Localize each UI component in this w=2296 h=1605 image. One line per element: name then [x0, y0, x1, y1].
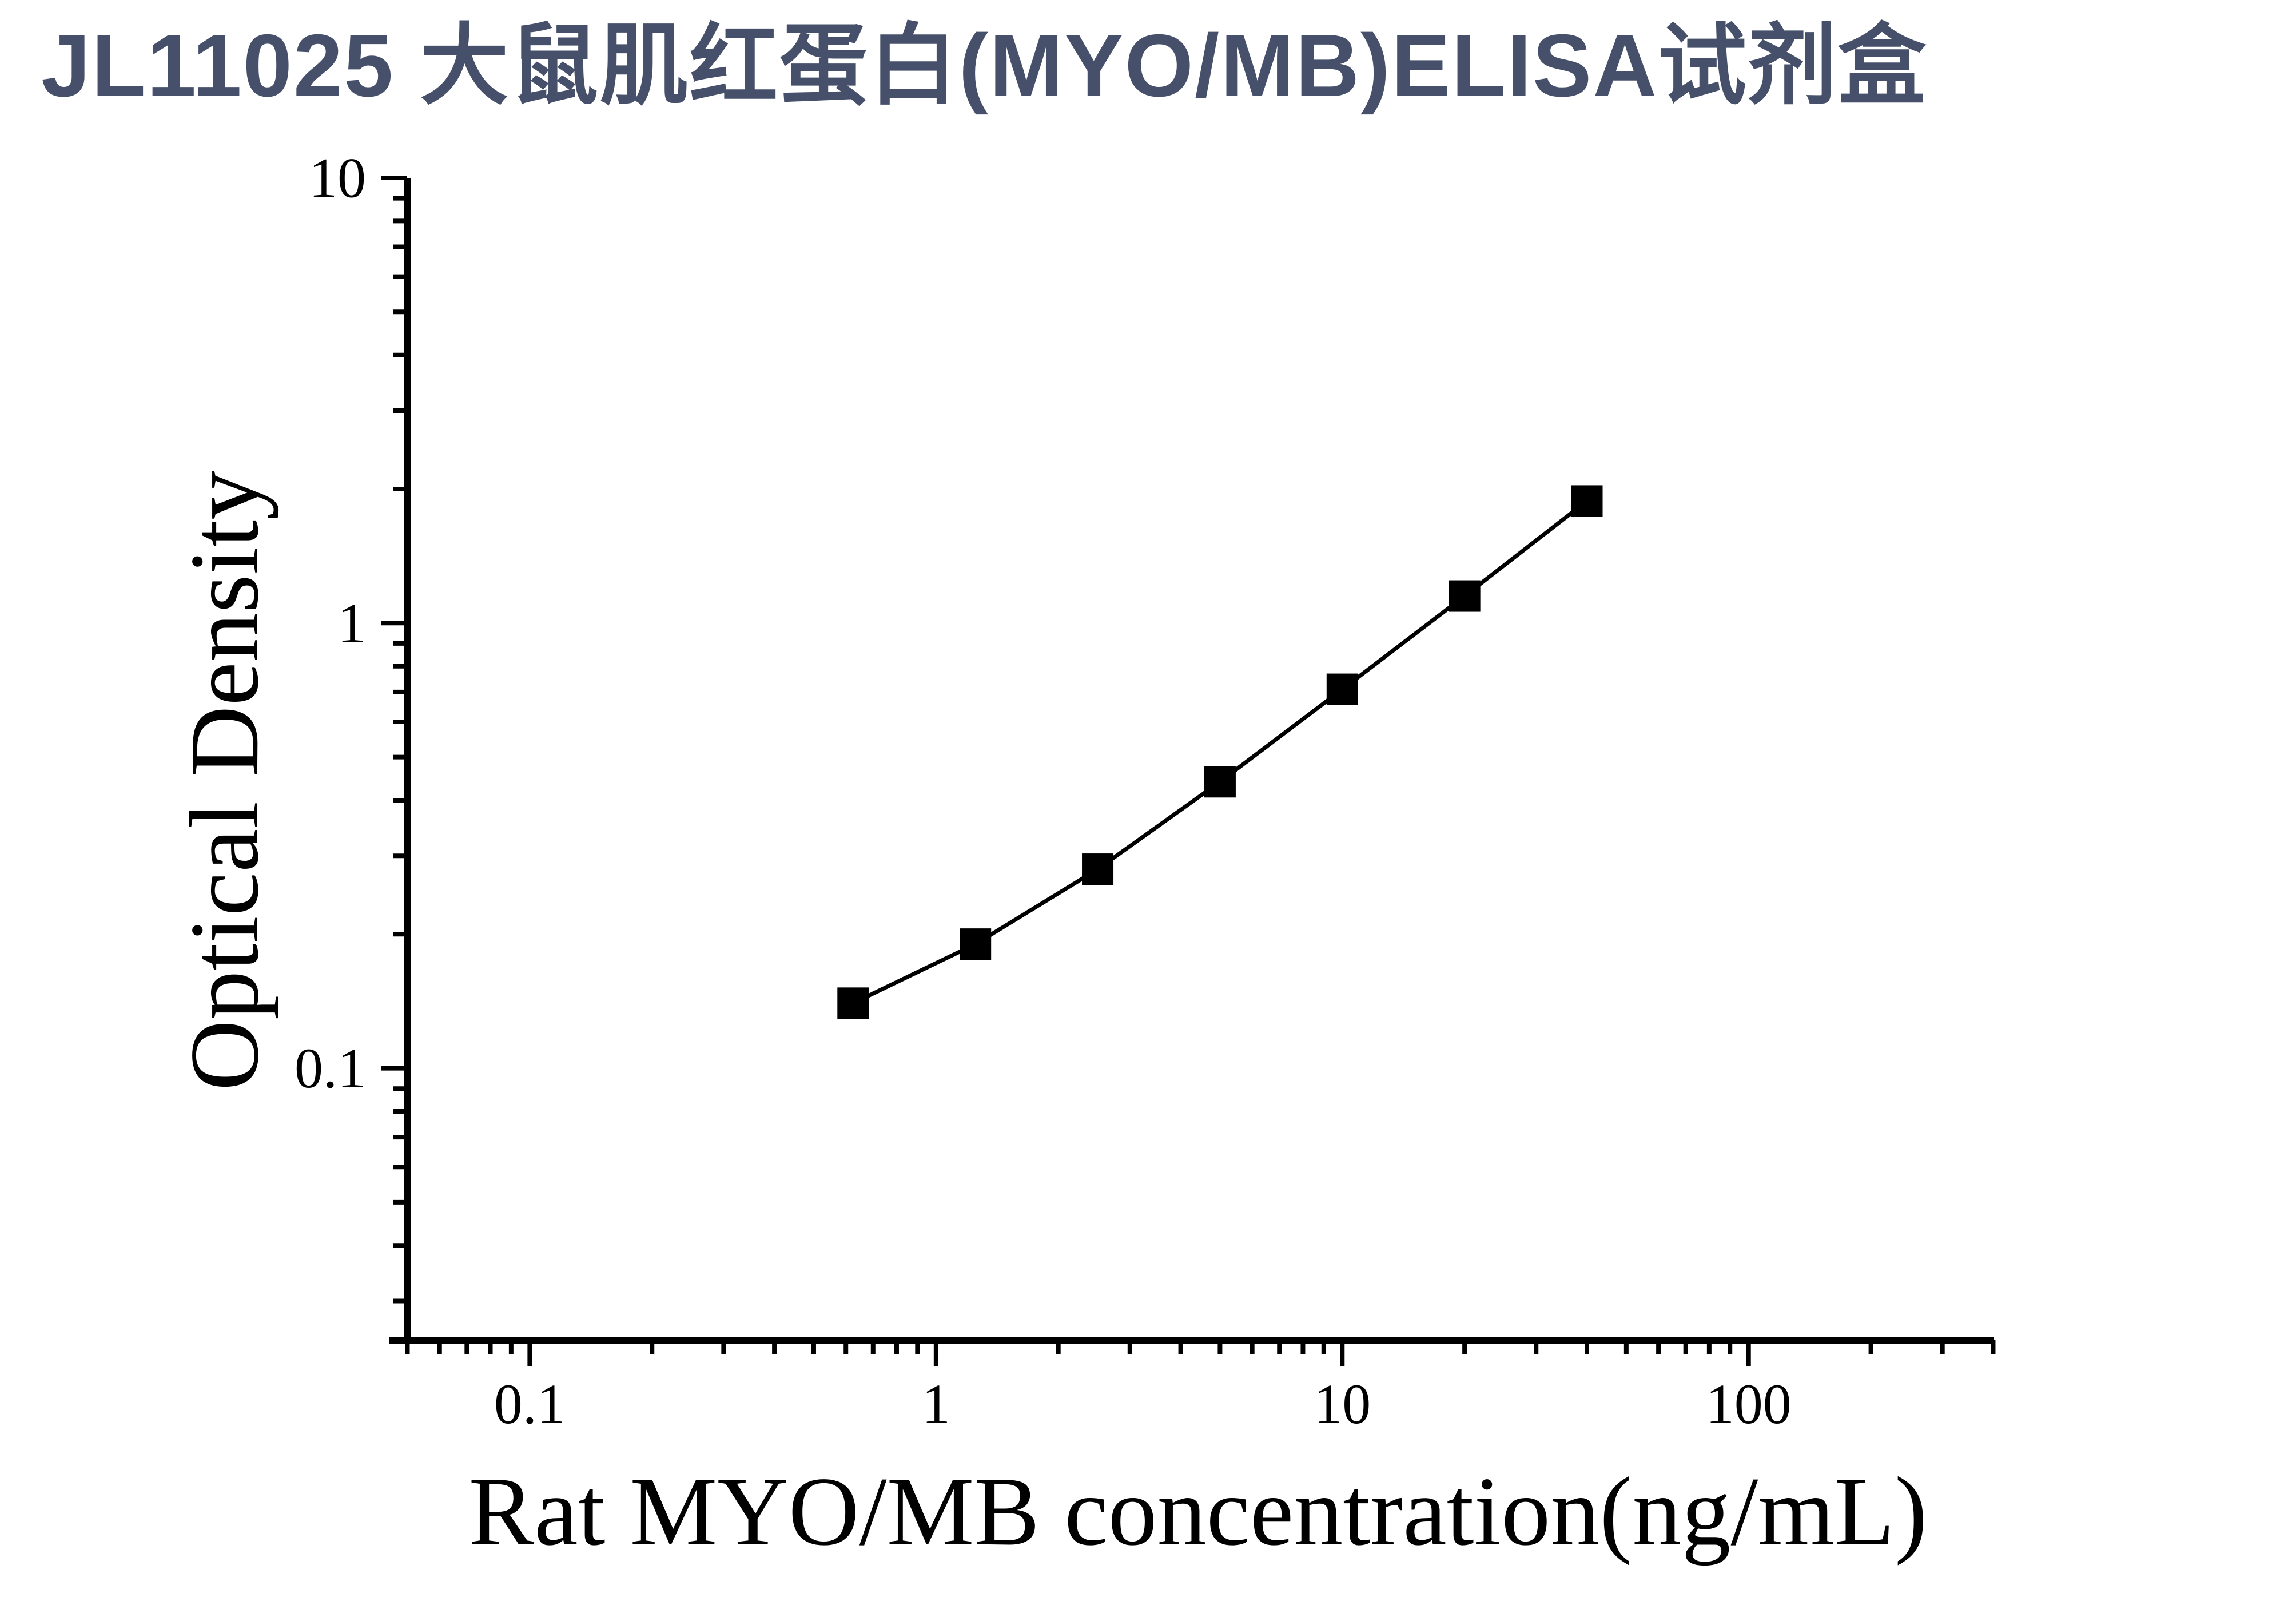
- data-point-square: [1082, 853, 1114, 885]
- data-point-square: [1571, 485, 1603, 517]
- x-tick-label: 10: [1314, 1372, 1371, 1436]
- y-tick-label: 10: [309, 146, 366, 210]
- data-point-square: [1326, 673, 1358, 705]
- data-point-square: [960, 928, 992, 960]
- x-tick-label: 0.1: [494, 1372, 566, 1436]
- x-axis-title: Rat MYO/MB concentration(ng/mL): [469, 1457, 1928, 1566]
- axes: [389, 178, 1994, 1344]
- x-tick-label: 1: [922, 1372, 950, 1436]
- axis-tick-labels: 10 1 0.1 0.1 1 10 100: [295, 146, 1792, 1436]
- axis-ticks: [381, 176, 1996, 1366]
- series-line: [852, 499, 1589, 1006]
- data-point-square: [1449, 580, 1481, 612]
- data-series: [837, 485, 1603, 1019]
- data-point-square: [837, 987, 869, 1019]
- y-tick-label: 0.1: [295, 1036, 366, 1100]
- page-title: JL11025 大鼠肌红蛋白(MYO/MB)ELISA试剂盒: [41, 16, 1928, 115]
- y-axis-title: Optical Density: [170, 471, 279, 1091]
- x-tick-label: 100: [1706, 1372, 1792, 1436]
- y-tick-label: 1: [337, 591, 366, 655]
- data-point-square: [1204, 766, 1236, 798]
